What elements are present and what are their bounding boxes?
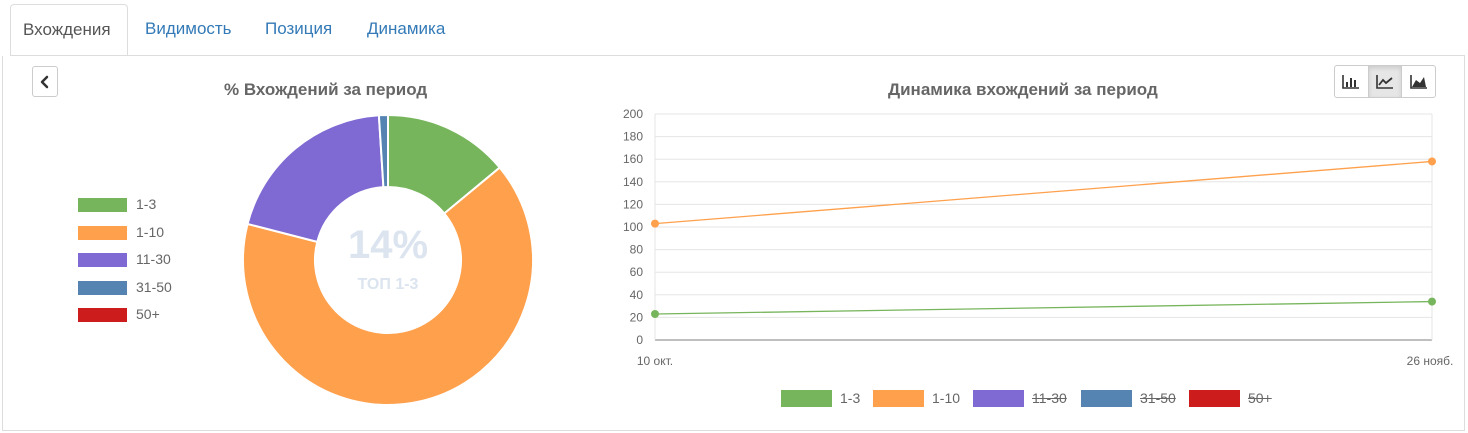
- legend-swatch: [1081, 390, 1132, 407]
- area-chart-icon: [1409, 74, 1427, 89]
- y-tick-label: 0: [636, 333, 643, 347]
- content-panel: [2, 56, 1465, 431]
- line-chart-button[interactable]: [1368, 66, 1403, 97]
- legend-label: 1-3: [136, 196, 157, 212]
- series-line-1-10: [654, 160, 1433, 225]
- legend-swatch: [873, 390, 924, 407]
- y-tick-label: 120: [623, 197, 643, 211]
- y-tick-label: 160: [623, 152, 643, 166]
- bar-chart-button[interactable]: [1335, 66, 1369, 97]
- tab-bar: Вхождения Видимость Позиция Динамика: [0, 0, 1468, 56]
- bar-chart-icon: [1342, 74, 1360, 89]
- x-tick-label: 10 окт.: [637, 354, 673, 368]
- donut-slice-11-30[interactable]: [246, 114, 385, 244]
- legend-swatch: [973, 390, 1024, 407]
- back-button[interactable]: [32, 66, 58, 97]
- legend-swatch: [1189, 390, 1240, 407]
- legend-label: 50+: [136, 306, 160, 322]
- area-chart-button[interactable]: [1402, 66, 1435, 97]
- y-tick-label: 40: [630, 288, 644, 302]
- tab-visibility[interactable]: Видимость: [145, 19, 232, 38]
- tab-position[interactable]: Позиция: [265, 19, 333, 38]
- donut-center-label: ТОП 1-3: [358, 276, 419, 293]
- y-tick-label: 100: [623, 220, 643, 234]
- donut-chart-title: % Вхождений за период: [224, 80, 428, 99]
- legend-label: 11-30: [1032, 390, 1067, 406]
- legend-label: 50+: [1248, 390, 1272, 406]
- legend-label: 11-30: [136, 251, 171, 267]
- donut-chart: 14% ТОП 1-3: [242, 113, 534, 406]
- donut-slice-1-10[interactable]: [242, 166, 534, 406]
- tab-divider: [10, 55, 1465, 56]
- tab-dynamics[interactable]: Динамика: [367, 19, 446, 38]
- legend-swatch: [78, 226, 127, 240]
- legend-label: 31-50: [1140, 390, 1176, 406]
- data-point-1-3[interactable]: [1428, 297, 1436, 306]
- y-tick-label: 60: [630, 265, 644, 279]
- data-point-1-10[interactable]: [651, 219, 659, 228]
- donut-slice-31-50[interactable]: [377, 113, 389, 189]
- line-chart: 0 20 40 60 80 100 120 140 160 180 200 10 окт. 26 н…: [623, 107, 1454, 368]
- legend-swatch: [78, 281, 127, 295]
- data-point-1-10[interactable]: [1428, 157, 1436, 166]
- y-tick-label: 80: [630, 243, 644, 257]
- line-chart-icon: [1376, 74, 1393, 89]
- x-tick-label: 26 нояб.: [1407, 354, 1454, 368]
- y-tick-label: 180: [623, 130, 643, 144]
- legend-swatch: [78, 308, 127, 322]
- donut-center-value: 14%: [348, 223, 428, 267]
- legend-swatch: [78, 198, 127, 212]
- legend-label: 31-50: [136, 279, 172, 295]
- y-tick-label: 140: [623, 175, 643, 189]
- y-tick-label: 200: [623, 107, 643, 121]
- chevron-left-icon: [40, 75, 49, 88]
- tab-entries[interactable]: Вхождения: [10, 4, 128, 56]
- y-tick-label: 20: [630, 310, 644, 324]
- line-chart-title: Динамика вхождений за период: [888, 80, 1158, 99]
- series-line-1-3: [654, 300, 1433, 315]
- legend-swatch: [78, 253, 127, 267]
- legend-label: 1-10: [136, 224, 165, 240]
- legend-label: 1-3: [840, 390, 861, 406]
- chart-type-switcher: [1334, 65, 1436, 98]
- data-point-1-3[interactable]: [651, 310, 659, 319]
- legend-label: 1-10: [932, 390, 961, 406]
- legend-swatch: [781, 390, 832, 407]
